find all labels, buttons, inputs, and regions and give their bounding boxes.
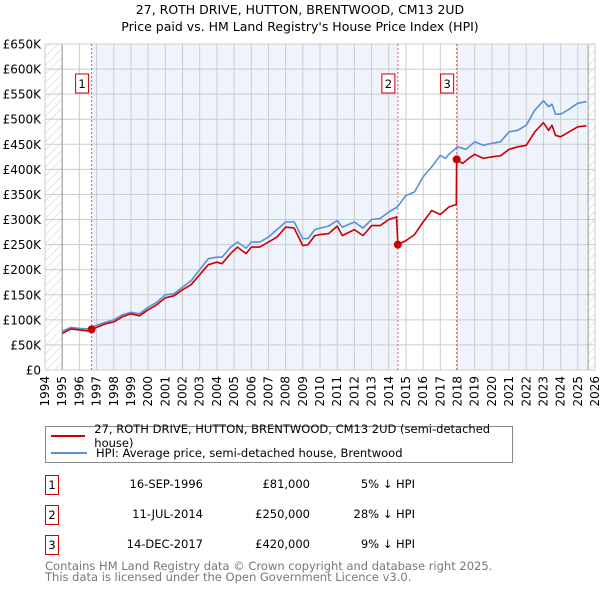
property-price-line bbox=[61, 121, 587, 335]
sale-point bbox=[452, 155, 461, 164]
x-tick-label: 2020 bbox=[485, 376, 499, 407]
x-tick-label: 2025 bbox=[571, 376, 585, 407]
sale-label-box bbox=[440, 73, 455, 94]
sale-price: £81,000 bbox=[262, 477, 310, 491]
x-tick-label: 2010 bbox=[313, 376, 327, 407]
y-tick-label: £250K bbox=[3, 238, 43, 252]
legend-item-hpi: HPI: Average price, semi-detached house,… bbox=[51, 445, 403, 461]
no-data-hatch-right bbox=[588, 44, 595, 370]
footer-licence: This data is licensed under the Open Gov… bbox=[45, 570, 412, 584]
y-tick-label: £500K bbox=[3, 113, 43, 127]
y-tick-label: £0 bbox=[26, 364, 41, 378]
x-tick-label: 2018 bbox=[451, 376, 465, 407]
sale-hpi-diff: 9% ↓ HPI bbox=[360, 537, 415, 551]
y-tick-label: £650K bbox=[3, 38, 43, 52]
x-tick-label: 2012 bbox=[347, 376, 361, 407]
x-tick-label: 2022 bbox=[519, 376, 533, 407]
sale-badge: 2 bbox=[45, 505, 59, 525]
x-tick-label: 2003 bbox=[193, 376, 207, 407]
x-tick-label: 1996 bbox=[72, 376, 86, 407]
sale-label: 1 bbox=[78, 77, 85, 91]
x-tick-label: 2000 bbox=[141, 376, 155, 407]
chart-title-line2: Price paid vs. HM Land Registry's House … bbox=[121, 19, 478, 34]
legend-label-hpi: HPI: Average price, semi-detached house,… bbox=[96, 446, 403, 460]
x-tick-label: 2009 bbox=[296, 376, 310, 407]
x-tick-label: 2006 bbox=[244, 376, 258, 407]
x-tick-label: 1995 bbox=[55, 376, 69, 407]
x-tick-label: 2013 bbox=[365, 376, 379, 407]
price-chart: 27, ROTH DRIVE, HUTTON, BRENTWOOD, CM13 … bbox=[3, 2, 600, 407]
x-tick-label: 1994 bbox=[38, 376, 52, 407]
ownership-shade bbox=[91, 44, 398, 370]
y-tick-label: £350K bbox=[3, 188, 43, 202]
x-tick-label: 2015 bbox=[399, 376, 413, 407]
hpi-line bbox=[61, 99, 587, 333]
x-tick-label: 2014 bbox=[382, 376, 396, 407]
y-tick-label: £50K bbox=[10, 338, 42, 352]
x-tick-label: 2004 bbox=[210, 376, 224, 407]
x-tick-label: 1999 bbox=[124, 376, 138, 407]
x-tick-label: 2007 bbox=[261, 376, 275, 407]
x-tick-label: 2005 bbox=[227, 376, 241, 407]
x-tick-label: 2024 bbox=[554, 376, 568, 407]
ownership-shade bbox=[456, 44, 589, 370]
sale-date: 11-JUL-2014 bbox=[132, 507, 203, 521]
sale-price: £420,000 bbox=[255, 537, 310, 551]
sale-hpi-diff: 5% ↓ HPI bbox=[360, 477, 415, 491]
x-tick-label: 1997 bbox=[90, 376, 104, 407]
x-tick-label: 2011 bbox=[330, 376, 344, 407]
x-tick-label: 2016 bbox=[416, 376, 430, 407]
sale-label: 2 bbox=[385, 77, 392, 91]
chart-title-line1: 27, ROTH DRIVE, HUTTON, BRENTWOOD, CM13 … bbox=[136, 2, 464, 17]
sale-label-box bbox=[381, 73, 396, 94]
x-tick-label: 2002 bbox=[176, 376, 190, 407]
sale-label: 3 bbox=[443, 77, 450, 91]
y-tick-label: £100K bbox=[3, 313, 43, 327]
x-tick-label: 2019 bbox=[468, 376, 482, 407]
sale-hpi-diff: 28% ↓ HPI bbox=[353, 507, 415, 521]
sale-row: 2 11-JUL-2014 £250,000 28% ↓ HPI bbox=[45, 505, 445, 525]
y-tick-label: £450K bbox=[3, 138, 43, 152]
footer-copyright: Contains HM Land Registry data © Crown c… bbox=[45, 559, 493, 573]
sale-date: 16-SEP-1996 bbox=[129, 477, 203, 491]
sale-price: £250,000 bbox=[255, 507, 310, 521]
no-data-hatch-left bbox=[45, 44, 63, 370]
y-tick-label: £400K bbox=[3, 163, 43, 177]
x-tick-label: 2017 bbox=[433, 376, 447, 407]
y-tick-label: £150K bbox=[3, 288, 43, 302]
sale-badge: 1 bbox=[45, 475, 59, 495]
x-tick-label: 2001 bbox=[158, 376, 172, 407]
y-tick-label: £600K bbox=[3, 63, 43, 77]
legend-swatch-property bbox=[51, 435, 86, 437]
plot-border bbox=[44, 43, 596, 371]
sale-date: 14-DEC-2017 bbox=[126, 537, 203, 551]
legend-item-property: 27, ROTH DRIVE, HUTTON, BRENTWOOD, CM13 … bbox=[51, 422, 512, 450]
x-tick-label: 1998 bbox=[107, 376, 121, 407]
x-tick-label: 2023 bbox=[536, 376, 550, 407]
legend-swatch-hpi bbox=[51, 452, 87, 454]
x-tick-label: 2008 bbox=[279, 376, 293, 407]
y-tick-label: £300K bbox=[3, 213, 43, 227]
sale-point bbox=[87, 325, 96, 334]
legend-label-property: 27, ROTH DRIVE, HUTTON, BRENTWOOD, CM13 … bbox=[94, 422, 491, 450]
y-tick-label: £550K bbox=[3, 88, 43, 102]
x-tick-label: 2026 bbox=[588, 376, 600, 407]
x-tick-label: 2021 bbox=[502, 376, 516, 407]
y-tick-label: £200K bbox=[3, 263, 43, 277]
chart-legend: 27, ROTH DRIVE, HUTTON, BRENTWOOD, CM13 … bbox=[45, 422, 513, 463]
sale-label-box bbox=[75, 73, 90, 94]
sale-row: 3 14-DEC-2017 £420,000 9% ↓ HPI bbox=[45, 535, 445, 555]
sale-point bbox=[393, 240, 402, 249]
sale-row: 1 16-SEP-1996 £81,000 5% ↓ HPI bbox=[45, 475, 445, 495]
sale-badge: 3 bbox=[45, 535, 59, 555]
